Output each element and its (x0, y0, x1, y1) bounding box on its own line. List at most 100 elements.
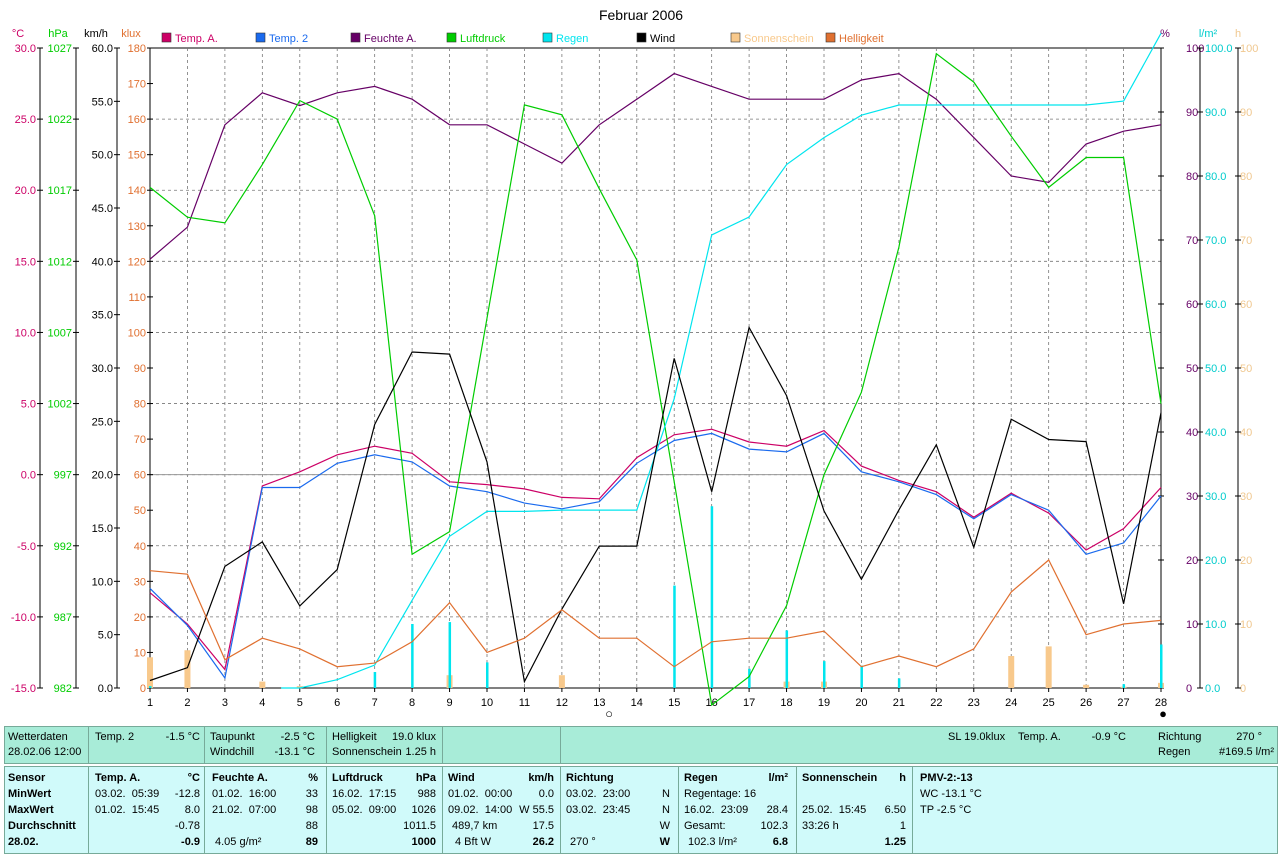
axis-tick-label: 25.0 (92, 416, 113, 428)
column-separator (912, 767, 913, 853)
sunshine-bar (1008, 656, 1015, 688)
feuchte-min-date: 01.02. 16:00 (212, 788, 277, 800)
x-tick-label: 21 (893, 697, 905, 709)
luftdruck-max-value: 1026 (411, 804, 436, 816)
regen-label: Regen (1158, 746, 1191, 758)
axis-tick-label: 35.0 (92, 310, 113, 322)
x-tick-label: 15 (668, 697, 680, 709)
feuchte-min-value: 33 (305, 788, 318, 800)
axis-tick-label: 30.0 (15, 43, 36, 55)
axis-tick-label: 5.0 (98, 630, 113, 642)
luftdruck-min-date: 16.02. 17:15 (332, 788, 397, 800)
wind-bft: 4 Bft W (455, 836, 492, 848)
richtung-degrees: 270 ° (570, 836, 596, 848)
rain-bar (748, 668, 751, 688)
axis-tick-label: 70.0 (1205, 235, 1226, 247)
x-tick-label: 10 (481, 697, 493, 709)
axis-tick-label: 5.0 (21, 399, 36, 411)
x-tick-label: 11 (519, 697, 530, 709)
x-tick-label: 28 (1155, 697, 1167, 709)
luftdruck-title: Luftdruck (332, 772, 383, 784)
feuchte-max-date: 21.02. 07:00 (212, 804, 277, 816)
feuchte-current: 89 (305, 836, 318, 848)
temp2-value: -1.5 °C (165, 731, 200, 743)
temp-current: -0.9 (181, 836, 200, 848)
column-separator (88, 727, 89, 763)
legend-label: Regen (556, 33, 588, 45)
richtung-current: W (659, 836, 670, 848)
sonne-max-value: 6.50 (884, 804, 906, 816)
wind-min-date: 01.02. 00:00 (448, 788, 513, 800)
axis-unit-label: °C (12, 28, 24, 40)
windchill-value: -13.1 °C (274, 746, 315, 758)
axis-tick-label: 10.0 (1205, 619, 1226, 631)
column-separator (326, 767, 327, 853)
column-separator (560, 727, 561, 763)
axis-unit-label: klux (121, 28, 141, 40)
x-tick-label: 9 (446, 697, 452, 709)
axis-tick-label: 30 (134, 576, 146, 588)
axis-tick-label: 170 (128, 79, 146, 91)
temp-max-value: 8.0 (184, 804, 200, 816)
axis-tick-label: 15.0 (92, 523, 113, 535)
x-tick-label: 14 (631, 697, 643, 709)
column-separator (560, 767, 561, 853)
wind-title: Wind (448, 772, 475, 784)
axis-tick-label: 70 (1186, 235, 1198, 247)
x-tick-label: 20 (855, 697, 867, 709)
sensor-date: 28.02. (8, 836, 39, 848)
luftdruck-current: 1000 (411, 836, 436, 848)
column-separator (442, 727, 443, 763)
feuchte-max-value: 98 (305, 804, 318, 816)
wind-min-value: 0.0 (538, 788, 554, 800)
regen-current: 6.8 (772, 836, 788, 848)
axis-tick-label: -10.0 (11, 612, 36, 624)
column-separator (442, 767, 443, 853)
temp-avg: -0.78 (174, 820, 200, 832)
axis-tick-label: 130 (128, 221, 146, 233)
axis-tick-label: 55.0 (92, 96, 113, 108)
axis-tick-label: 30.0 (1205, 491, 1226, 503)
x-tick-label: 27 (1117, 697, 1129, 709)
regen-gesamt-label: Gesamt: (684, 820, 726, 832)
axis-tick-label: 1012 (48, 256, 72, 268)
axis-tick-label: 40 (134, 541, 146, 553)
chart-axes: 30.025.020.015.010.05.00.0-5.0-10.0-15.0… (11, 28, 1258, 709)
axis-tick-label: 50.0 (92, 150, 113, 162)
windchill-label: Windchill (210, 746, 255, 758)
x-tick-label: 5 (297, 697, 303, 709)
axis-tick-label: 30 (1186, 491, 1198, 503)
axis-tick-label: 0.0 (1205, 683, 1220, 695)
axis-tick-label: -15.0 (11, 683, 36, 695)
axis-tick-label: 40 (1240, 427, 1252, 439)
axis-tick-label: 160 (128, 114, 146, 126)
legend-swatch (542, 32, 553, 43)
richtung-max-date: 03.02. 23:45 (566, 804, 631, 816)
richtung-min-date: 03.02. 23:00 (566, 788, 631, 800)
legend-label: Temp. 2 (269, 33, 308, 45)
axis-tick-label: 10 (1186, 619, 1198, 631)
helligkeit-label: Helligkeit (332, 731, 377, 743)
axis-tick-label: 1022 (48, 114, 72, 126)
axis-tick-label: 60 (1240, 299, 1252, 311)
axis-tick-label: 10 (134, 647, 146, 659)
axis-tick-label: 50 (1240, 363, 1252, 375)
rain-bar (897, 678, 901, 688)
axis-tick-label: 100 (1240, 43, 1258, 55)
axis-tick-label: 50 (134, 505, 146, 517)
sonne-title: Sonnenschein (802, 772, 878, 784)
rain-bar (785, 630, 789, 688)
axis-tick-label: 90 (1240, 107, 1252, 119)
series-line-luftdruck (149, 52, 1162, 707)
axis-tick-label: 0 (140, 683, 146, 695)
legend-label: Sonnenschein (744, 33, 814, 45)
axis-tick-label: 150 (128, 150, 146, 162)
sunshine-bar (1083, 684, 1090, 688)
axis-tick-label: 10.0 (15, 327, 36, 339)
chart-legend: Temp. A. Temp. 2 Feuchte A. Luftdruck Regen W… (161, 32, 884, 45)
sonnenschein-value: 1.25 h (405, 746, 436, 758)
richtung-max-value: N (662, 804, 670, 816)
rain-bar (373, 672, 377, 688)
luftdruck-min-value: 988 (417, 788, 436, 800)
pmv-wc: WC -13.1 °C (920, 788, 982, 800)
